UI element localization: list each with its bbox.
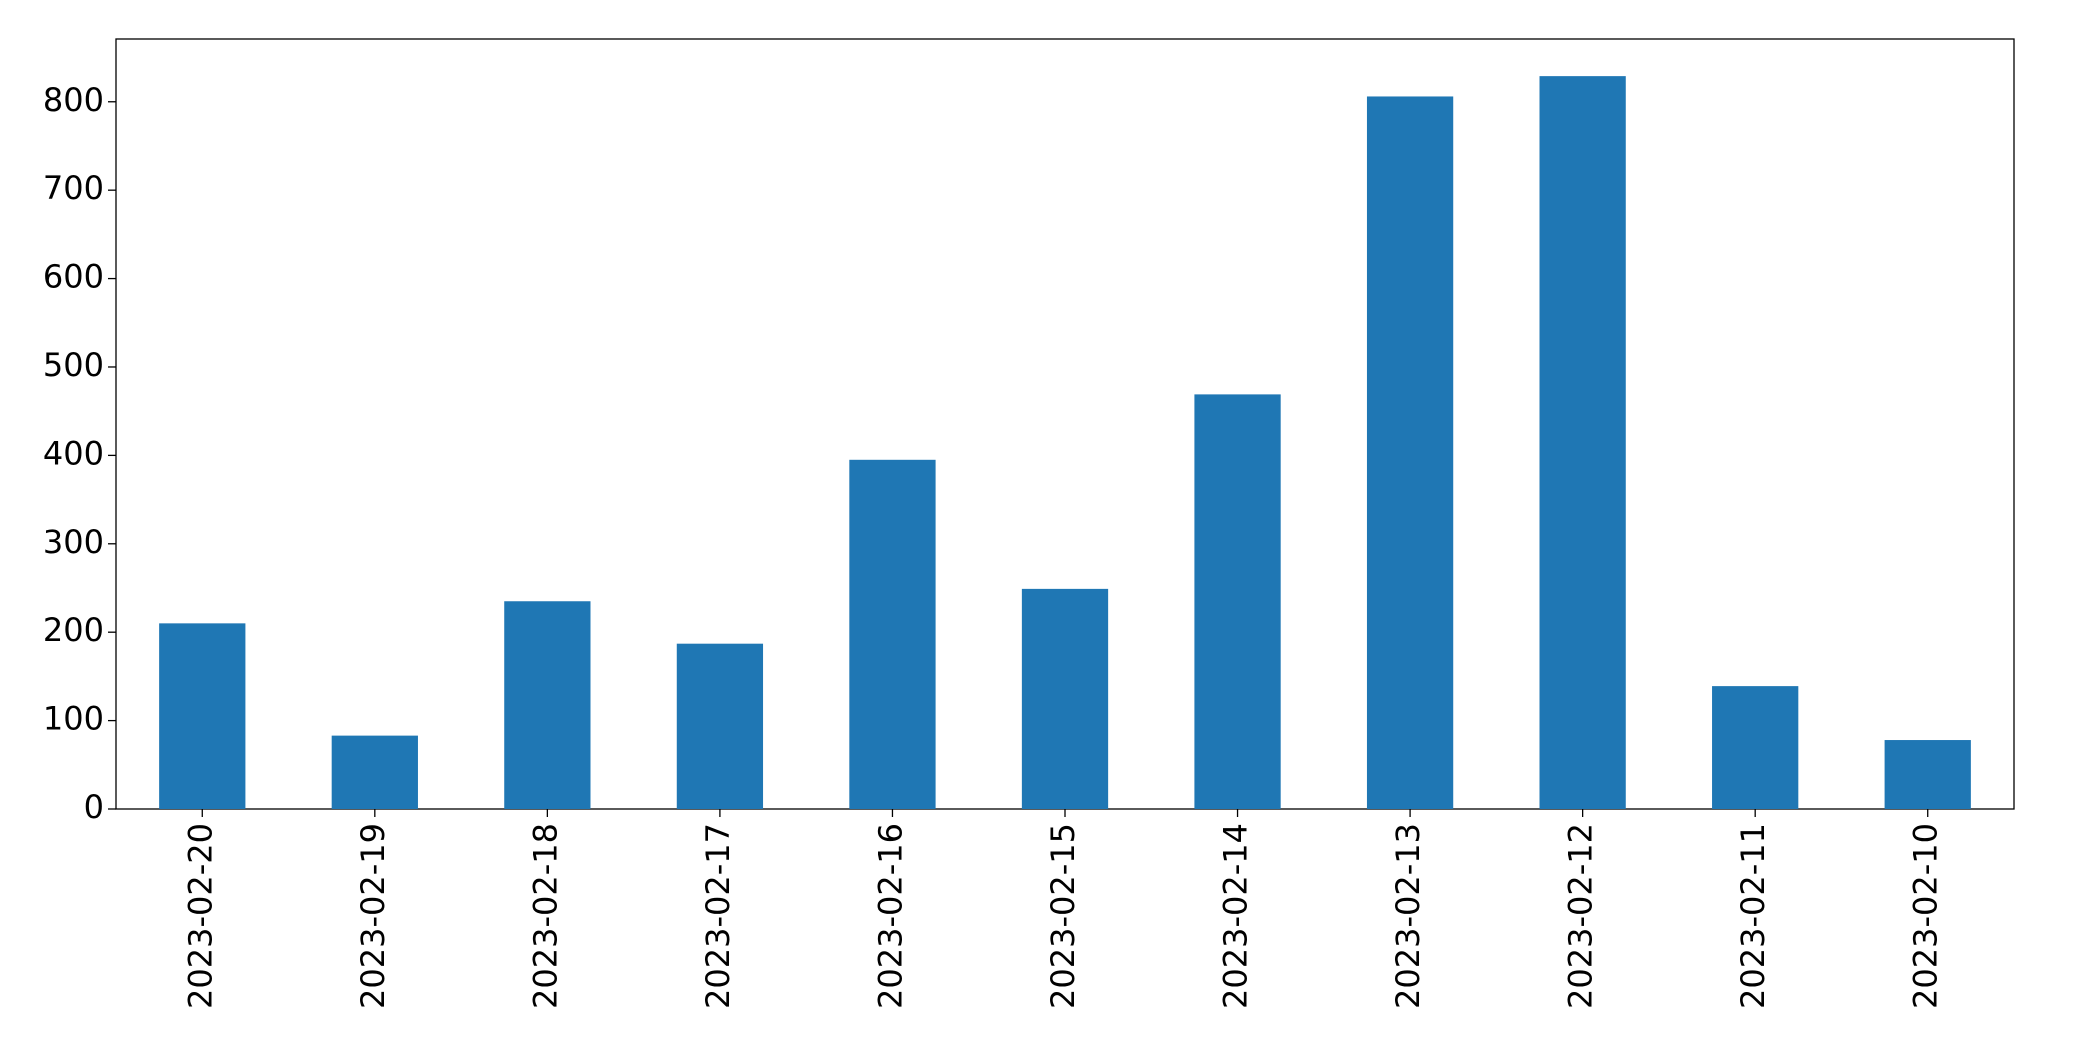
x-tick-label: 2023-02-13 <box>1389 823 1427 1009</box>
bar <box>849 459 936 809</box>
bar <box>676 643 764 809</box>
bar <box>1366 96 1454 809</box>
bar <box>331 735 418 809</box>
bar <box>1712 686 1799 809</box>
x-tick-label: 2023-02-11 <box>1734 823 1772 1009</box>
x-tick-label: 2023-02-20 <box>181 823 219 1009</box>
y-tick-label: 300 <box>43 523 104 561</box>
y-tick-label: 600 <box>43 258 104 296</box>
bar <box>504 601 591 809</box>
x-tick-label: 2023-02-17 <box>699 823 737 1009</box>
bar <box>1539 76 1626 809</box>
bar <box>1884 740 1971 809</box>
x-tick-label: 2023-02-18 <box>526 823 564 1009</box>
bar <box>1194 394 1281 809</box>
bar <box>159 623 246 809</box>
y-tick-label: 400 <box>43 434 104 472</box>
y-tick-label: 700 <box>43 169 104 207</box>
x-tick-label: 2023-02-19 <box>354 823 392 1009</box>
x-tick-label: 2023-02-10 <box>1907 823 1945 1009</box>
y-tick-label: 0 <box>84 788 104 826</box>
y-tick-label: 200 <box>43 611 104 649</box>
x-tick-label: 2023-02-15 <box>1044 823 1082 1009</box>
x-tick-label: 2023-02-16 <box>871 823 909 1009</box>
bar <box>1021 588 1109 809</box>
y-tick-label: 800 <box>43 81 104 119</box>
x-tick-label: 2023-02-14 <box>1217 823 1255 1009</box>
y-tick-label: 100 <box>43 700 104 738</box>
x-tick-label: 2023-02-12 <box>1562 823 1600 1009</box>
y-tick-label: 500 <box>43 346 104 384</box>
